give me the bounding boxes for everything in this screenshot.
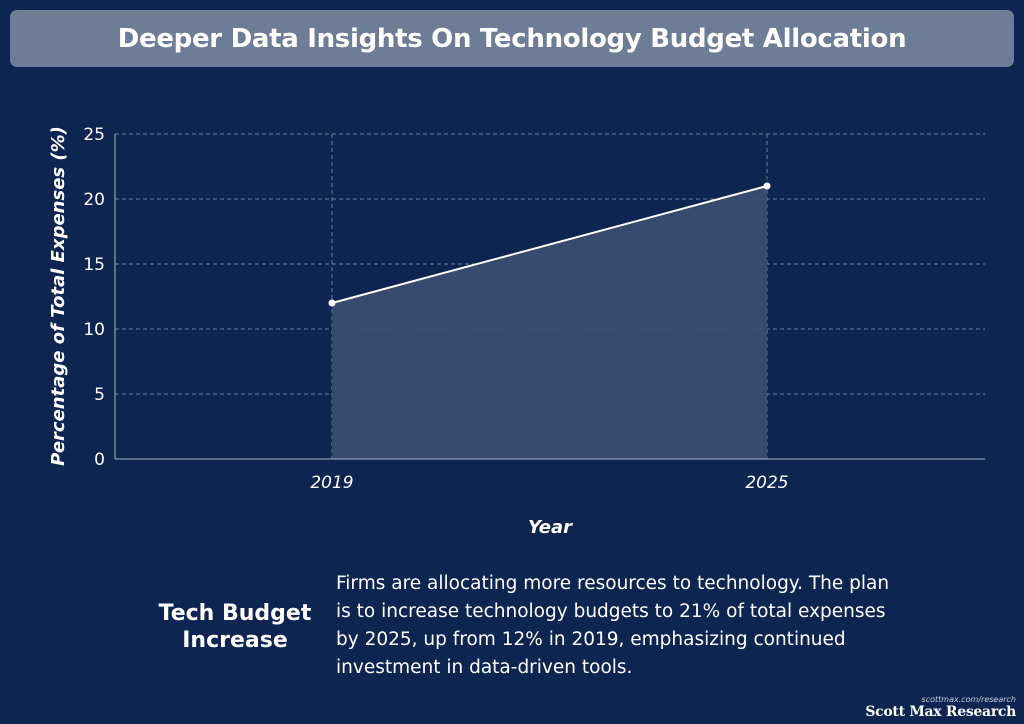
x-axis-title: Year [528, 517, 573, 538]
y-axis-title: Percentage of Total Expenses (%) [48, 126, 69, 466]
series-area-fill [332, 186, 767, 459]
header-bar: Deeper Data Insights On Technology Budge… [10, 10, 1014, 67]
callout-text: Firms are allocating more resources to t… [336, 573, 890, 678]
page-title: Deeper Data Insights On Technology Budge… [117, 23, 907, 54]
series-line [331, 185, 768, 304]
axes [114, 134, 985, 460]
x-tick-label: 2025 [745, 473, 788, 493]
y-tick-label: 10 [83, 320, 105, 340]
y-tick-label: 25 [83, 125, 105, 145]
x-tick-label: 2019 [310, 473, 353, 493]
y-tick-label: 0 [94, 450, 105, 470]
line-layer [328, 182, 771, 307]
y-tick-label: 5 [94, 385, 105, 405]
brand-url: scottmax.com/research [921, 695, 1016, 704]
data-point-2025 [763, 182, 771, 190]
area-layer [332, 186, 767, 459]
y-tick-label: 15 [83, 255, 105, 275]
callout-title: Tech Budget Increase [158, 601, 312, 653]
data-point-2019 [328, 299, 336, 307]
y-tick-label: 20 [83, 190, 105, 210]
brand-logo-name: Scott Max Research [865, 704, 1016, 720]
